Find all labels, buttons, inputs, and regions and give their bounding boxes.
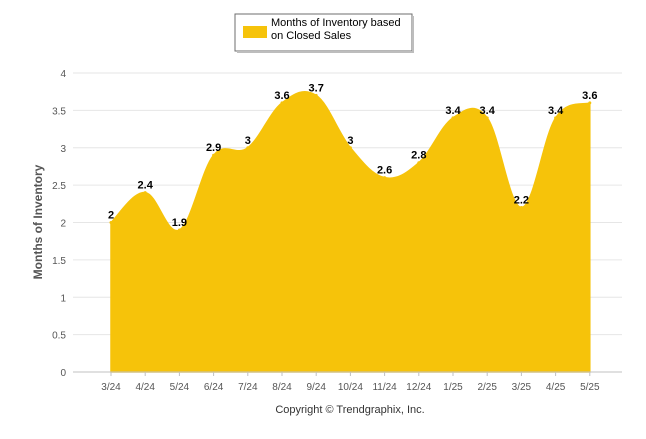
data-point bbox=[554, 116, 558, 120]
data-point bbox=[212, 153, 216, 157]
data-label: 3.6 bbox=[582, 90, 597, 102]
data-labels: 2 2.4 1.9 2.9 3 3.6 3.7 3 2.6 2.8 3.4 3.4 2.2 3.4 3.6 bbox=[108, 82, 598, 229]
legend-label-line-2: on Closed Sales bbox=[271, 30, 352, 42]
data-point bbox=[485, 116, 489, 120]
x-tick-label: 2/25 bbox=[477, 382, 497, 393]
x-tick-label: 6/24 bbox=[204, 382, 224, 393]
x-tick-label: 1/25 bbox=[443, 382, 463, 393]
legend-box-shadow-bottom bbox=[237, 51, 414, 53]
data-label: 2.2 bbox=[514, 195, 529, 207]
data-label: 2.9 bbox=[206, 142, 221, 154]
y-tick-label: 3.5 bbox=[52, 106, 66, 117]
data-point bbox=[246, 146, 250, 150]
y-tick-label: 0.5 bbox=[52, 331, 66, 342]
x-tick-labels: 3/24 4/24 5/24 6/24 7/24 8/24 9/24 10/24 11/24 12… bbox=[101, 372, 600, 393]
data-label: 3 bbox=[347, 135, 353, 147]
data-label: 3 bbox=[245, 135, 251, 147]
data-label: 1.9 bbox=[172, 217, 187, 229]
x-tick-label: 3/25 bbox=[512, 382, 532, 393]
copyright-footer: Copyright © Trendgraphix, Inc. bbox=[275, 404, 424, 416]
data-label: 3.7 bbox=[309, 82, 324, 94]
y-tick-label: 1 bbox=[60, 293, 66, 304]
area-series bbox=[109, 91, 592, 373]
data-point bbox=[451, 116, 455, 120]
y-tick-label: 2 bbox=[60, 219, 66, 230]
data-point bbox=[177, 228, 181, 232]
x-tick-label: 4/24 bbox=[135, 382, 155, 393]
x-tick-label: 4/25 bbox=[546, 382, 566, 393]
data-label: 2.4 bbox=[138, 180, 154, 192]
data-label: 3.6 bbox=[274, 90, 289, 102]
x-tick-label: 8/24 bbox=[272, 382, 292, 393]
legend-swatch bbox=[243, 26, 267, 38]
y-tick-label: 0 bbox=[60, 368, 66, 379]
data-point bbox=[383, 176, 387, 180]
legend[interactable]: Months of Inventory based on Closed Sale… bbox=[234, 13, 414, 53]
series-area bbox=[110, 91, 591, 373]
data-point bbox=[280, 101, 284, 105]
data-point bbox=[348, 146, 352, 150]
data-point bbox=[417, 161, 421, 165]
data-point bbox=[588, 101, 592, 105]
x-tick-label: 7/24 bbox=[238, 382, 258, 393]
y-tick-label: 3 bbox=[60, 144, 66, 155]
x-tick-label: 3/24 bbox=[101, 382, 121, 393]
data-point bbox=[519, 206, 523, 210]
x-tick-label: 9/24 bbox=[306, 382, 326, 393]
data-label: 2 bbox=[108, 210, 114, 222]
data-point bbox=[143, 191, 147, 195]
data-label: 2.6 bbox=[377, 165, 392, 177]
x-tick-label: 10/24 bbox=[338, 382, 363, 393]
data-label: 3.4 bbox=[548, 105, 564, 117]
data-point bbox=[109, 221, 113, 224]
y-tick-label: 1.5 bbox=[52, 256, 66, 267]
x-tick-label: 11/24 bbox=[372, 382, 397, 393]
y-axis-title: Months of Inventory bbox=[31, 164, 45, 279]
data-label: 3.4 bbox=[480, 105, 496, 117]
x-tick-label: 5/24 bbox=[170, 382, 190, 393]
legend-box-shadow bbox=[412, 16, 414, 53]
y-tick-label: 2.5 bbox=[52, 181, 66, 192]
x-tick-label: 12/24 bbox=[406, 382, 431, 393]
data-label: 3.4 bbox=[445, 105, 461, 117]
data-label: 2.8 bbox=[411, 150, 426, 162]
data-point bbox=[314, 93, 318, 97]
y-tick-label: 4 bbox=[60, 69, 66, 80]
x-tick-label: 5/25 bbox=[580, 382, 600, 393]
y-tick-labels: 0 0.5 1 1.5 2 2.5 3 3.5 4 bbox=[52, 69, 66, 379]
legend-label-line-1: Months of Inventory based bbox=[271, 17, 401, 29]
